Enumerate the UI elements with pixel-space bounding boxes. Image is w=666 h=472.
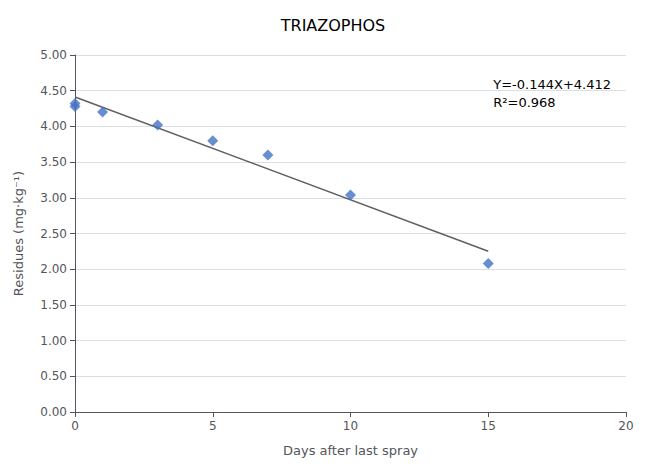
svg-text:10: 10 <box>343 419 358 433</box>
svg-text:2.00: 2.00 <box>40 262 67 276</box>
svg-text:4.00: 4.00 <box>40 119 67 133</box>
svg-text:R²=0.968: R²=0.968 <box>493 95 555 110</box>
svg-text:4.50: 4.50 <box>40 84 67 98</box>
svg-text:5: 5 <box>209 419 217 433</box>
svg-text:2.50: 2.50 <box>40 227 67 241</box>
svg-text:Residues (mg·kg⁻¹): Residues (mg·kg⁻¹) <box>11 171 26 296</box>
svg-text:0.50: 0.50 <box>40 369 67 383</box>
svg-text:20: 20 <box>618 419 633 433</box>
svg-text:3.50: 3.50 <box>40 155 67 169</box>
svg-text:15: 15 <box>481 419 496 433</box>
svg-text:1.50: 1.50 <box>40 298 67 312</box>
svg-text:0: 0 <box>71 419 79 433</box>
svg-text:Days after last spray: Days after last spray <box>283 443 418 458</box>
svg-text:3.00: 3.00 <box>40 191 67 205</box>
svg-text:5.00: 5.00 <box>40 48 67 62</box>
svg-text:Y=-0.144X+4.412: Y=-0.144X+4.412 <box>492 77 611 92</box>
svg-text:0.00: 0.00 <box>40 405 67 419</box>
svg-text:1.00: 1.00 <box>40 334 67 348</box>
svg-text:TRIAZOPHOS: TRIAZOPHOS <box>280 16 386 35</box>
